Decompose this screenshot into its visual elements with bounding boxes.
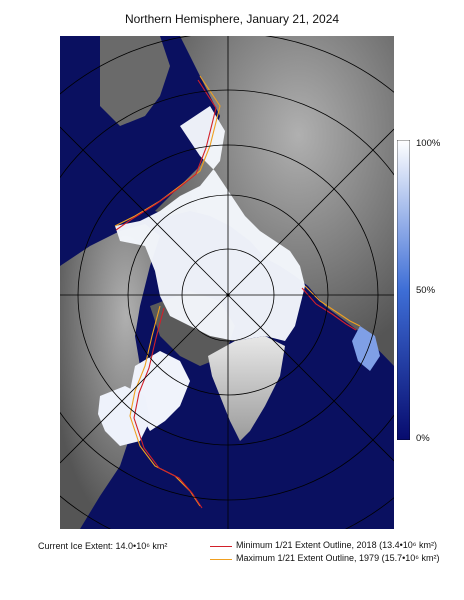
minimum-outline-label: Minimum 1/21 Extent Outline, 2018 (13.4•… xyxy=(236,540,437,550)
eurasia-landmass xyxy=(155,36,394,366)
north-america-landmass xyxy=(60,224,170,529)
maximum-outline-swatch xyxy=(210,559,232,560)
maximum-outline-label: Maximum 1/21 Extent Outline, 1979 (15.7•… xyxy=(236,553,440,563)
sea-ice-map xyxy=(60,36,394,529)
minimum-outline-swatch xyxy=(210,546,232,547)
colorbar-label-mid: 50% xyxy=(416,285,436,296)
sea-ice-pack xyxy=(115,106,305,341)
concentration-colorbar xyxy=(397,140,410,440)
polar-grid xyxy=(60,36,394,529)
colorbar-label-top: 100% xyxy=(416,138,441,149)
current-extent-label: Current Ice Extent: 14.0•10⁶ km² xyxy=(38,541,168,551)
minimum-2018-outline xyxy=(115,79,357,509)
alaska-landmass xyxy=(100,36,170,126)
colorbar-label-bottom: 0% xyxy=(416,433,430,444)
map-title: Northern Hemisphere, January 21, 2024 xyxy=(124,12,340,26)
north-pole-marker xyxy=(226,293,230,297)
greenland-landmass xyxy=(208,336,285,441)
okhotsk-ice xyxy=(352,326,380,371)
